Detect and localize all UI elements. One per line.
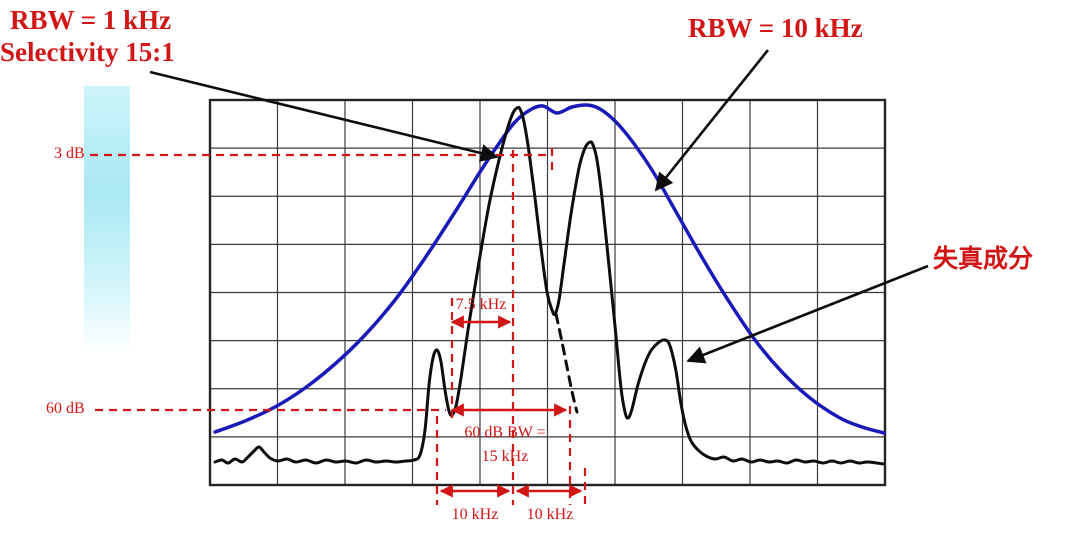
pointer-arrow-0 <box>149 70 499 162</box>
label-rbw-1khz: RBW = 1 kHz <box>10 5 172 35</box>
label-tone-spacing-left: 10 kHz <box>451 506 499 523</box>
highlight-gradient-bar <box>84 86 130 352</box>
curves <box>213 103 886 466</box>
label-60db-bw-line1: 60 dB BW = <box>464 424 546 441</box>
rbw-10khz-response <box>213 103 886 435</box>
label-distortion-component: 失真成分 <box>933 246 1034 273</box>
label-3db-level: 3 dB <box>54 145 85 162</box>
label-rbw-10khz: RBW = 10 kHz <box>688 13 863 43</box>
label-60db-level: 60 dB <box>46 400 85 417</box>
label-selectivity: Selectivity 15:1 <box>0 37 175 67</box>
annotations <box>90 49 929 505</box>
label-60db-bw-line2: 15 kHz <box>481 448 529 465</box>
hidden-filter-skirt-dashed <box>554 312 579 414</box>
pointer-arrow-1 <box>654 49 770 192</box>
pointer-arrow-2 <box>686 264 929 364</box>
label-tone-spacing-right: 10 kHz <box>526 506 574 523</box>
label-half-bandwidth: 7.5 kHz <box>455 296 507 313</box>
rbw-1khz-response <box>213 105 886 466</box>
